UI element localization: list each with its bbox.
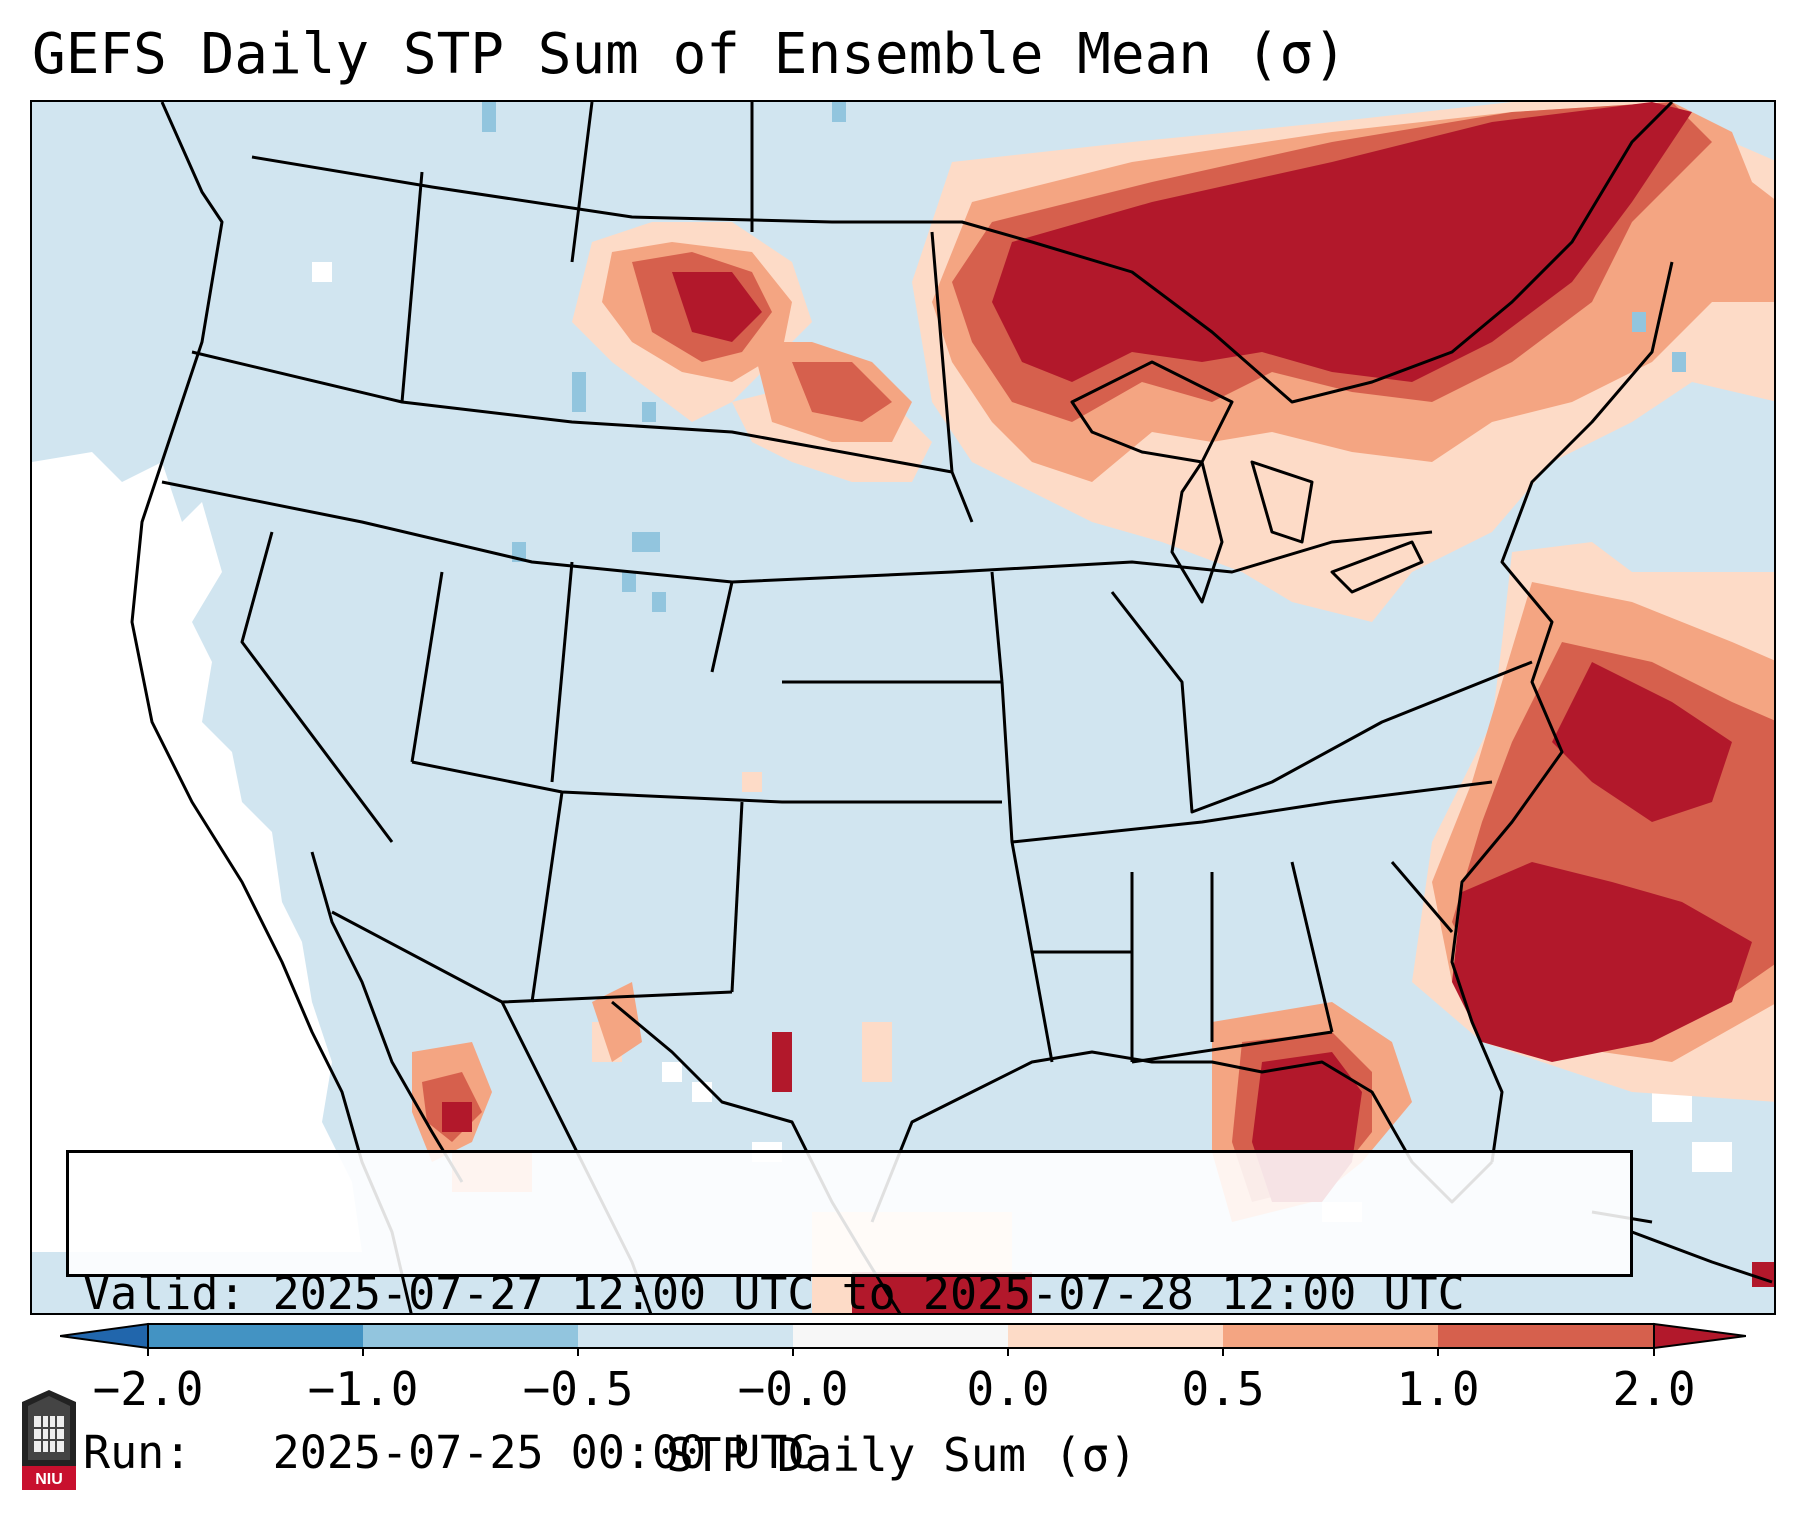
run-time-text: Run: 2025-07-25 00:00 UTC bbox=[83, 1426, 815, 1479]
lake-erie bbox=[1330, 540, 1424, 594]
colorbar-bin-6 bbox=[1223, 1324, 1438, 1348]
colorbar-tick-label: −2.0 bbox=[92, 1362, 204, 1416]
colorbar-tick-label: −0.5 bbox=[522, 1362, 634, 1416]
pacific-coastline bbox=[130, 102, 413, 1313]
colorbar-over-arrow bbox=[1653, 1322, 1746, 1350]
colorbar-tick-label: −0.0 bbox=[737, 1362, 849, 1416]
near-zero-field-west bbox=[32, 452, 362, 1252]
atlantic-coastline bbox=[1450, 261, 1674, 1163]
colorbar bbox=[60, 1322, 1746, 1356]
colorbar-bin-4 bbox=[793, 1324, 1008, 1348]
baja-coastline bbox=[310, 851, 464, 1183]
map-canvas bbox=[32, 102, 1774, 1313]
lake-huron bbox=[1250, 460, 1314, 544]
colorbar-bin-7 bbox=[1438, 1324, 1654, 1348]
colorbar-tick-label: −1.0 bbox=[307, 1362, 419, 1416]
colorbar-under-arrow bbox=[60, 1322, 149, 1350]
colorbar-title: STP Daily Sum (σ) bbox=[666, 1428, 1137, 1482]
cuba-coastline bbox=[1631, 1230, 1773, 1284]
map-panel bbox=[30, 100, 1776, 1315]
colorbar-bin-2 bbox=[363, 1324, 578, 1348]
colorbar-tick-label: 2.0 bbox=[1612, 1362, 1696, 1416]
validity-info-box: Valid: 2025-07-27 12:00 UTC to 2025-07-2… bbox=[66, 1150, 1633, 1479]
colorbar-bin-5 bbox=[1008, 1324, 1223, 1348]
colorbar-tick-label: 0.0 bbox=[966, 1362, 1050, 1416]
niu-logo-text: NIU bbox=[35, 1471, 63, 1488]
valid-time-text: Valid: 2025-07-27 12:00 UTC to 2025-07-2… bbox=[83, 1267, 1465, 1320]
colorbar-tick-marks bbox=[147, 1348, 1655, 1356]
canada-us-border bbox=[251, 102, 1674, 404]
colorbar-tick-label: 0.5 bbox=[1181, 1362, 1265, 1416]
lake-michigan bbox=[1170, 460, 1224, 604]
colorbar-tick-label: 1.0 bbox=[1396, 1362, 1480, 1416]
map-title: GEFS Daily STP Sum of Ensemble Mean (σ) bbox=[32, 22, 1347, 87]
colorbar-bin-3 bbox=[578, 1324, 793, 1348]
niu-logo: NIU bbox=[22, 1390, 76, 1490]
colorbar-bin-1 bbox=[148, 1324, 363, 1348]
